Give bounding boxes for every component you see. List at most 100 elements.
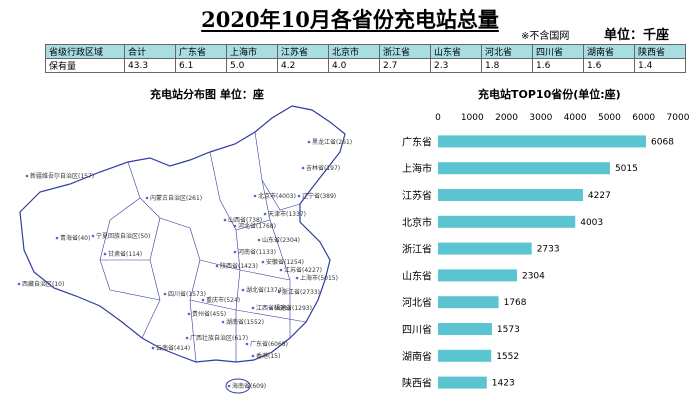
map-label: 西藏自治区(10) <box>22 280 64 288</box>
map-label: 重庆市(524) <box>206 296 240 304</box>
map-marker <box>301 166 305 170</box>
map-marker <box>297 194 301 198</box>
map-label: 安徽省(1254) <box>266 258 304 266</box>
category-label: 浙江省 <box>402 243 432 256</box>
table-row-label: 保有量 <box>45 58 125 73</box>
map-marker <box>251 354 255 358</box>
map-marker <box>215 264 219 268</box>
table-cell: 1.8 <box>481 58 533 73</box>
map-title: 充电站分布图 单位：座 <box>150 88 264 101</box>
map-label: 福建省(1293) <box>274 304 312 312</box>
category-label: 上海市 <box>402 162 432 175</box>
map-marker <box>185 336 189 340</box>
x-tick-label: 7000 <box>667 113 690 123</box>
china-outline <box>19 105 346 363</box>
map-label: 江西省(821) <box>256 304 290 312</box>
table-cell: 5.0 <box>226 58 278 73</box>
table-header-row: 省级行政区域 合计 广东省 上海市 江苏省 北京市 浙江省 山东省 河北省 四川… <box>45 44 686 59</box>
map-label: 陕西省(1423) <box>220 262 258 270</box>
category-label: 山东省 <box>402 269 432 282</box>
table-cell: 43.3 <box>124 58 176 73</box>
map-marker <box>201 298 205 302</box>
map-marker <box>151 346 155 350</box>
data-label: 1552 <box>496 352 519 362</box>
table-header-cell: 北京市 <box>328 44 380 59</box>
unit-label: 单位：千座 <box>604 28 670 43</box>
x-tick-label: 6000 <box>632 113 655 123</box>
province-borders <box>99 131 307 363</box>
table-header-cell: 省级行政区域 <box>45 44 125 59</box>
table-cell: 2.3 <box>430 58 482 73</box>
map-marker <box>295 276 299 280</box>
top10-bar-chart: 0 1000 2000 3000 4000 5000 6000 7000 广东省 6068 上海市… <box>402 113 690 390</box>
map-marker <box>279 268 283 272</box>
category-label: 陕西省 <box>402 377 432 390</box>
map-label: 山西省(738) <box>228 216 262 224</box>
map-marker <box>233 224 237 228</box>
table-cell: 6.1 <box>175 58 227 73</box>
table-header-cell: 广东省 <box>175 44 227 59</box>
data-label: 4227 <box>588 191 611 201</box>
map-label: 湖北省(1374) <box>246 286 284 294</box>
map-label: 宁夏回族自治区(50) <box>96 232 150 240</box>
x-tick-label: 2000 <box>495 113 518 123</box>
map-label: 北京市(4003) <box>258 192 296 200</box>
map-marker <box>221 320 225 324</box>
map-label: 山东省(2304) <box>262 236 300 244</box>
data-label: 1768 <box>504 298 527 308</box>
data-label: 5015 <box>615 164 638 174</box>
map-label: 河北省(1768) <box>238 222 276 230</box>
map-marker <box>187 312 191 316</box>
map-marker <box>261 260 265 264</box>
x-tick-label: 5000 <box>598 113 621 123</box>
category-label: 广东省 <box>402 135 432 148</box>
map-label: 河南省(1133) <box>238 248 276 256</box>
bar <box>438 135 647 148</box>
table-header-cell: 浙江省 <box>379 44 431 59</box>
map-label: 海南省(609) <box>232 382 266 390</box>
map-label: 江苏省(4227) <box>284 266 322 274</box>
bar <box>438 376 487 389</box>
table-header-cell: 上海市 <box>226 44 278 59</box>
map-marker <box>233 250 237 254</box>
table-header-cell: 四川省 <box>532 44 584 59</box>
table-header-cell: 江苏省 <box>277 44 329 59</box>
table-cell: 2.7 <box>379 58 431 73</box>
map-marker <box>227 384 231 388</box>
map-marker <box>25 174 29 178</box>
map-label: 广西壮族自治区(617) <box>190 334 248 342</box>
map-label: 广东省(6068) <box>250 340 288 348</box>
map-label: 四川省(1573) <box>168 290 206 298</box>
bar <box>438 296 499 309</box>
map-label: 湖南省(1552) <box>226 318 264 326</box>
map-label: 甘肃省(114) <box>108 250 142 258</box>
data-label: 1423 <box>492 379 515 389</box>
map-marker <box>163 292 167 296</box>
category-label: 湖南省 <box>402 350 432 363</box>
table-cell: 1.6 <box>532 58 584 73</box>
map-marker <box>269 306 273 310</box>
map-label: 黑龙江省(261) <box>312 138 352 146</box>
table-row: 保有量 43.3 6.1 5.0 4.2 4.0 2.7 2.3 1.8 1.6… <box>45 58 686 73</box>
map-marker <box>245 342 249 346</box>
data-label: 6068 <box>651 137 674 147</box>
table-header-cell: 合计 <box>124 44 176 59</box>
map-marker <box>251 306 255 310</box>
table-cell: 4.2 <box>277 58 329 73</box>
x-tick-label: 1000 <box>461 113 484 123</box>
x-tick-label: 0 <box>435 113 441 123</box>
category-label: 江苏省 <box>402 189 432 202</box>
table-cell: 1.6 <box>583 58 635 73</box>
bar-chart-title: 充电站TOP10省份(单位:座) <box>478 88 621 101</box>
map-label: 天津市(1337) <box>268 210 306 218</box>
x-tick-label: 3000 <box>529 113 552 123</box>
bar <box>438 349 492 362</box>
bar <box>438 215 576 228</box>
map-label: 内蒙古自治区(261) <box>150 194 202 202</box>
data-label: 1573 <box>497 325 520 335</box>
map-label: 香港(15) <box>256 352 280 360</box>
map-marker <box>241 288 245 292</box>
summary-table: 省级行政区域 合计 广东省 上海市 江苏省 北京市 浙江省 山东省 河北省 四川… <box>45 44 686 73</box>
map-label: 吉林省(197) <box>306 164 340 172</box>
table-header-cell: 山东省 <box>430 44 482 59</box>
